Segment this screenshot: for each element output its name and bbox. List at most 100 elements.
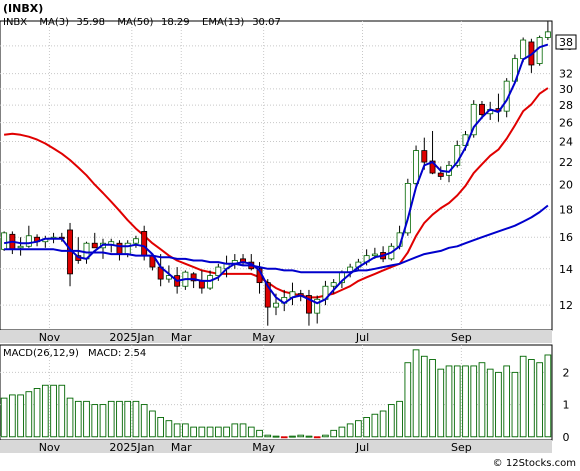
candle-up bbox=[215, 266, 222, 276]
price-legend: INBX MA(3) 35.98 MA(50) 18.29 EMA(13) 30.07 bbox=[3, 17, 281, 28]
candle-down bbox=[91, 242, 98, 249]
macd-bar bbox=[182, 423, 189, 438]
candle-down bbox=[306, 295, 312, 314]
x-axis-macd: Nov 2025Jan Mar May Jul Sep bbox=[0, 440, 552, 454]
price-y-tick-label: 30 bbox=[559, 83, 573, 96]
x-tick-label: 2025Jan bbox=[109, 441, 154, 454]
macd-bar bbox=[239, 423, 247, 438]
candle-up bbox=[413, 150, 420, 184]
macd-bar bbox=[33, 388, 41, 438]
macd-bar bbox=[404, 362, 412, 438]
macd-bar bbox=[231, 423, 239, 438]
price-y-tick-label: 32 bbox=[559, 68, 573, 81]
macd-bar bbox=[41, 384, 49, 438]
macd-y-tick-label: 2 bbox=[563, 366, 570, 379]
macd-bar bbox=[66, 397, 74, 438]
candle-up bbox=[314, 298, 321, 314]
ma50-line bbox=[4, 204, 549, 274]
macd-bar bbox=[412, 349, 420, 438]
macd-bar bbox=[190, 426, 197, 438]
x-tick-label: 2025Jan bbox=[109, 331, 154, 344]
macd-bar bbox=[528, 359, 535, 438]
legend-series-value: 35.98 bbox=[76, 17, 105, 28]
macd-bar bbox=[206, 426, 214, 438]
macd-bar bbox=[214, 426, 222, 438]
price-y-tick-label: 26 bbox=[559, 117, 573, 130]
macd-bar bbox=[437, 368, 445, 438]
candle-up bbox=[124, 242, 131, 255]
macd-bar bbox=[91, 404, 99, 438]
x-tick-label: Sep bbox=[451, 441, 472, 454]
price-y-tick-label: 12 bbox=[559, 299, 573, 312]
macd-bar bbox=[462, 365, 469, 438]
candle-down bbox=[421, 150, 428, 163]
x-tick-label: Nov bbox=[39, 441, 61, 454]
ema13-layer bbox=[3, 87, 549, 299]
legend-series-name: EMA(13) bbox=[202, 17, 244, 28]
macd-title: MACD(26,12,9) bbox=[3, 348, 79, 359]
macd-bar bbox=[0, 397, 8, 438]
candle-down bbox=[116, 242, 123, 255]
macd-bar bbox=[503, 365, 511, 438]
x-axis-band bbox=[0, 440, 552, 453]
macd-bar bbox=[50, 384, 57, 438]
macd-bar bbox=[289, 435, 296, 438]
price-panel bbox=[0, 20, 553, 331]
macd-bar bbox=[470, 365, 478, 438]
x-axis-band bbox=[0, 330, 552, 343]
price-y-tick-label: 16 bbox=[559, 231, 573, 244]
macd-bars-layer bbox=[0, 349, 552, 439]
x-tick-label: Sep bbox=[451, 331, 472, 344]
legend-series-value: 30.07 bbox=[252, 17, 281, 28]
x-tick-label: Jul bbox=[355, 331, 369, 344]
price-y-tick-label: 18 bbox=[559, 203, 573, 216]
macd-bar bbox=[25, 391, 33, 438]
x-tick-label: Mar bbox=[171, 441, 192, 454]
macd-y-tick-label: 1 bbox=[563, 399, 570, 412]
macd-bar bbox=[453, 365, 461, 438]
macd-bar bbox=[338, 426, 346, 438]
x-tick-label: May bbox=[252, 331, 275, 344]
candle-up bbox=[1, 232, 8, 250]
macd-bar bbox=[371, 413, 379, 438]
x-tick-label: Mar bbox=[171, 331, 192, 344]
macd-bar bbox=[330, 429, 338, 438]
x-tick-label: Nov bbox=[39, 331, 61, 344]
legend-series-name: MA(3) bbox=[39, 17, 69, 28]
macd-bar bbox=[280, 436, 288, 439]
price-y-tick-label: 28 bbox=[559, 99, 573, 112]
macd-bar bbox=[445, 365, 453, 438]
macd-bar bbox=[157, 417, 164, 438]
ma-layer bbox=[3, 43, 549, 305]
macd-bar bbox=[83, 400, 90, 438]
macd-bar bbox=[17, 394, 24, 438]
macd-bar bbox=[256, 429, 263, 438]
macd-bar bbox=[379, 410, 387, 438]
macd-y-tick-labels: 0 1 2 bbox=[563, 366, 570, 443]
candle-down bbox=[190, 273, 197, 282]
candle-up bbox=[132, 238, 139, 244]
macd-bar bbox=[511, 371, 519, 438]
macd-panel bbox=[0, 344, 553, 441]
price-y-tick-label: 14 bbox=[559, 263, 573, 276]
legend-series-name: MA(50) bbox=[117, 17, 153, 28]
price-grid bbox=[0, 21, 552, 330]
macd-bar bbox=[478, 362, 486, 438]
candle-up bbox=[536, 37, 543, 64]
chart-title: (INBX) bbox=[3, 2, 43, 15]
macd-bar bbox=[173, 423, 181, 438]
candle-down bbox=[429, 160, 436, 174]
macd-legend-value: 2.54 bbox=[124, 348, 146, 359]
candle-up bbox=[17, 245, 24, 249]
macd-bar bbox=[297, 434, 305, 438]
x-tick-label: Jul bbox=[355, 441, 369, 454]
macd-bar bbox=[124, 400, 132, 438]
macd-bar bbox=[107, 400, 115, 438]
candle-down bbox=[141, 231, 148, 257]
macd-bar bbox=[388, 404, 395, 438]
candle-down bbox=[437, 172, 444, 177]
price-y-tick-labels: 121416182022242628303236 bbox=[559, 40, 573, 312]
x-axis-main: Nov 2025Jan Mar May Jul Sep bbox=[0, 330, 552, 344]
